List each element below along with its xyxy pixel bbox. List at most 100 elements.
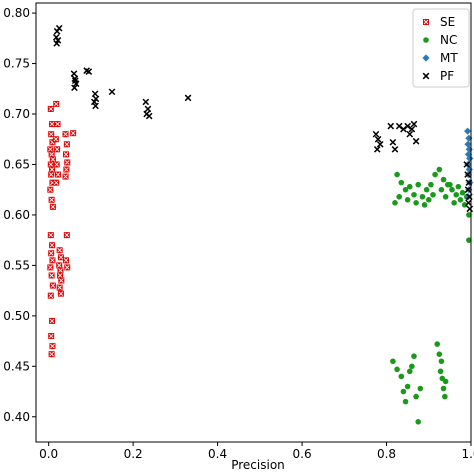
data-point-pf	[92, 102, 99, 110]
data-point-se	[49, 121, 56, 128]
data-point-se	[47, 232, 54, 239]
data-point-pf	[71, 75, 79, 83]
data-point-nc	[419, 193, 426, 200]
data-point-mt	[464, 127, 472, 135]
data-point-pf	[387, 122, 395, 130]
data-point-mt	[465, 145, 473, 153]
data-point-pf	[85, 68, 93, 75]
data-point-nc	[398, 179, 405, 186]
data-point-nc	[400, 388, 407, 395]
data-point-se	[48, 250, 55, 257]
x-tick-label: 1.0	[461, 447, 474, 461]
legend-label-pf: PF	[440, 69, 454, 83]
data-point-nc	[406, 368, 413, 375]
data-point-nc	[457, 196, 464, 203]
data-point-pf	[142, 98, 150, 106]
data-point-se	[47, 161, 54, 168]
data-point-se	[53, 100, 60, 107]
data-point-nc	[415, 419, 422, 425]
data-point-pf	[410, 120, 418, 128]
data-point-pf	[53, 40, 61, 47]
data-point-mt	[466, 154, 474, 163]
data-point-pf	[406, 130, 414, 138]
y-axis: 0.40 0.45 0.50 0.55 0.60 0.65 0.70 0.75 0.80	[3, 6, 36, 424]
data-point-nc	[411, 353, 417, 360]
data-point-pf	[395, 122, 403, 130]
data-point-se	[47, 186, 54, 193]
data-point-mt	[465, 134, 473, 142]
data-point-pf	[108, 88, 116, 96]
data-point-nc	[398, 373, 405, 380]
x-tick-label: 0.0	[39, 447, 58, 461]
data-point-nc	[394, 171, 400, 178]
data-point-pf	[373, 146, 381, 153]
data-point-nc	[447, 181, 453, 188]
data-point-pf	[465, 199, 472, 207]
series-se	[47, 100, 77, 358]
y-tick-label: 0.75	[3, 57, 30, 71]
data-point-se	[54, 121, 61, 128]
data-point-se	[63, 232, 70, 239]
data-point-se	[57, 290, 64, 297]
data-point-nc	[402, 398, 409, 405]
data-point-nc	[440, 176, 447, 183]
data-point-se	[48, 272, 55, 279]
data-point-pf	[144, 105, 152, 113]
data-point-se	[49, 317, 56, 324]
data-point-pf	[400, 125, 407, 133]
data-point-se	[47, 146, 54, 153]
legend-marker-nc	[423, 37, 429, 43]
data-point-se	[48, 151, 55, 158]
data-point-se	[56, 284, 63, 291]
data-point-se	[62, 257, 69, 264]
legend-marker-se	[423, 19, 429, 25]
data-point-nc	[421, 202, 428, 208]
data-point-nc	[453, 191, 460, 198]
data-point-se	[48, 171, 55, 178]
y-tick-label: 0.65	[3, 157, 30, 171]
data-point-se	[64, 264, 71, 271]
data-point-mt	[465, 165, 473, 174]
data-point-pf	[408, 125, 416, 133]
data-point-se	[54, 171, 61, 178]
data-point-se	[49, 166, 56, 173]
data-point-se	[56, 247, 63, 254]
data-point-nc	[404, 196, 411, 203]
data-point-nc	[417, 385, 424, 392]
data-point-se	[49, 257, 56, 264]
data-point-nc	[413, 393, 419, 400]
y-tick-label: 0.50	[3, 309, 30, 323]
data-point-pf	[374, 135, 382, 143]
data-point-pf	[372, 130, 380, 138]
data-point-pf	[145, 112, 153, 120]
data-point-se	[49, 242, 56, 249]
series-nc	[390, 166, 472, 425]
data-point-nc	[409, 363, 415, 370]
data-point-nc	[430, 191, 436, 198]
data-point-pf	[184, 94, 192, 102]
data-point-nc	[440, 385, 447, 392]
data-point-nc	[396, 193, 403, 200]
data-point-se	[57, 254, 64, 261]
legend-label-nc: NC	[440, 33, 457, 47]
data-point-se	[62, 151, 69, 158]
data-point-pf	[391, 146, 399, 153]
data-point-mt	[464, 140, 472, 148]
series-pf	[52, 24, 474, 213]
data-point-se	[48, 196, 55, 203]
x-axis-label: Precision	[231, 458, 285, 472]
legend-marker-mt	[422, 54, 430, 62]
legend-marker-pf	[422, 72, 430, 80]
data-point-se	[53, 161, 60, 168]
data-point-nc	[402, 186, 409, 193]
data-point-nc	[451, 200, 457, 206]
data-point-nc	[438, 186, 445, 193]
data-point-nc	[466, 212, 472, 218]
data-point-se	[62, 131, 69, 138]
data-point-se	[56, 262, 63, 269]
y-tick-label: 0.80	[3, 6, 30, 20]
data-point-nc	[404, 383, 411, 390]
data-point-se	[52, 136, 59, 143]
data-point-nc	[434, 341, 441, 347]
